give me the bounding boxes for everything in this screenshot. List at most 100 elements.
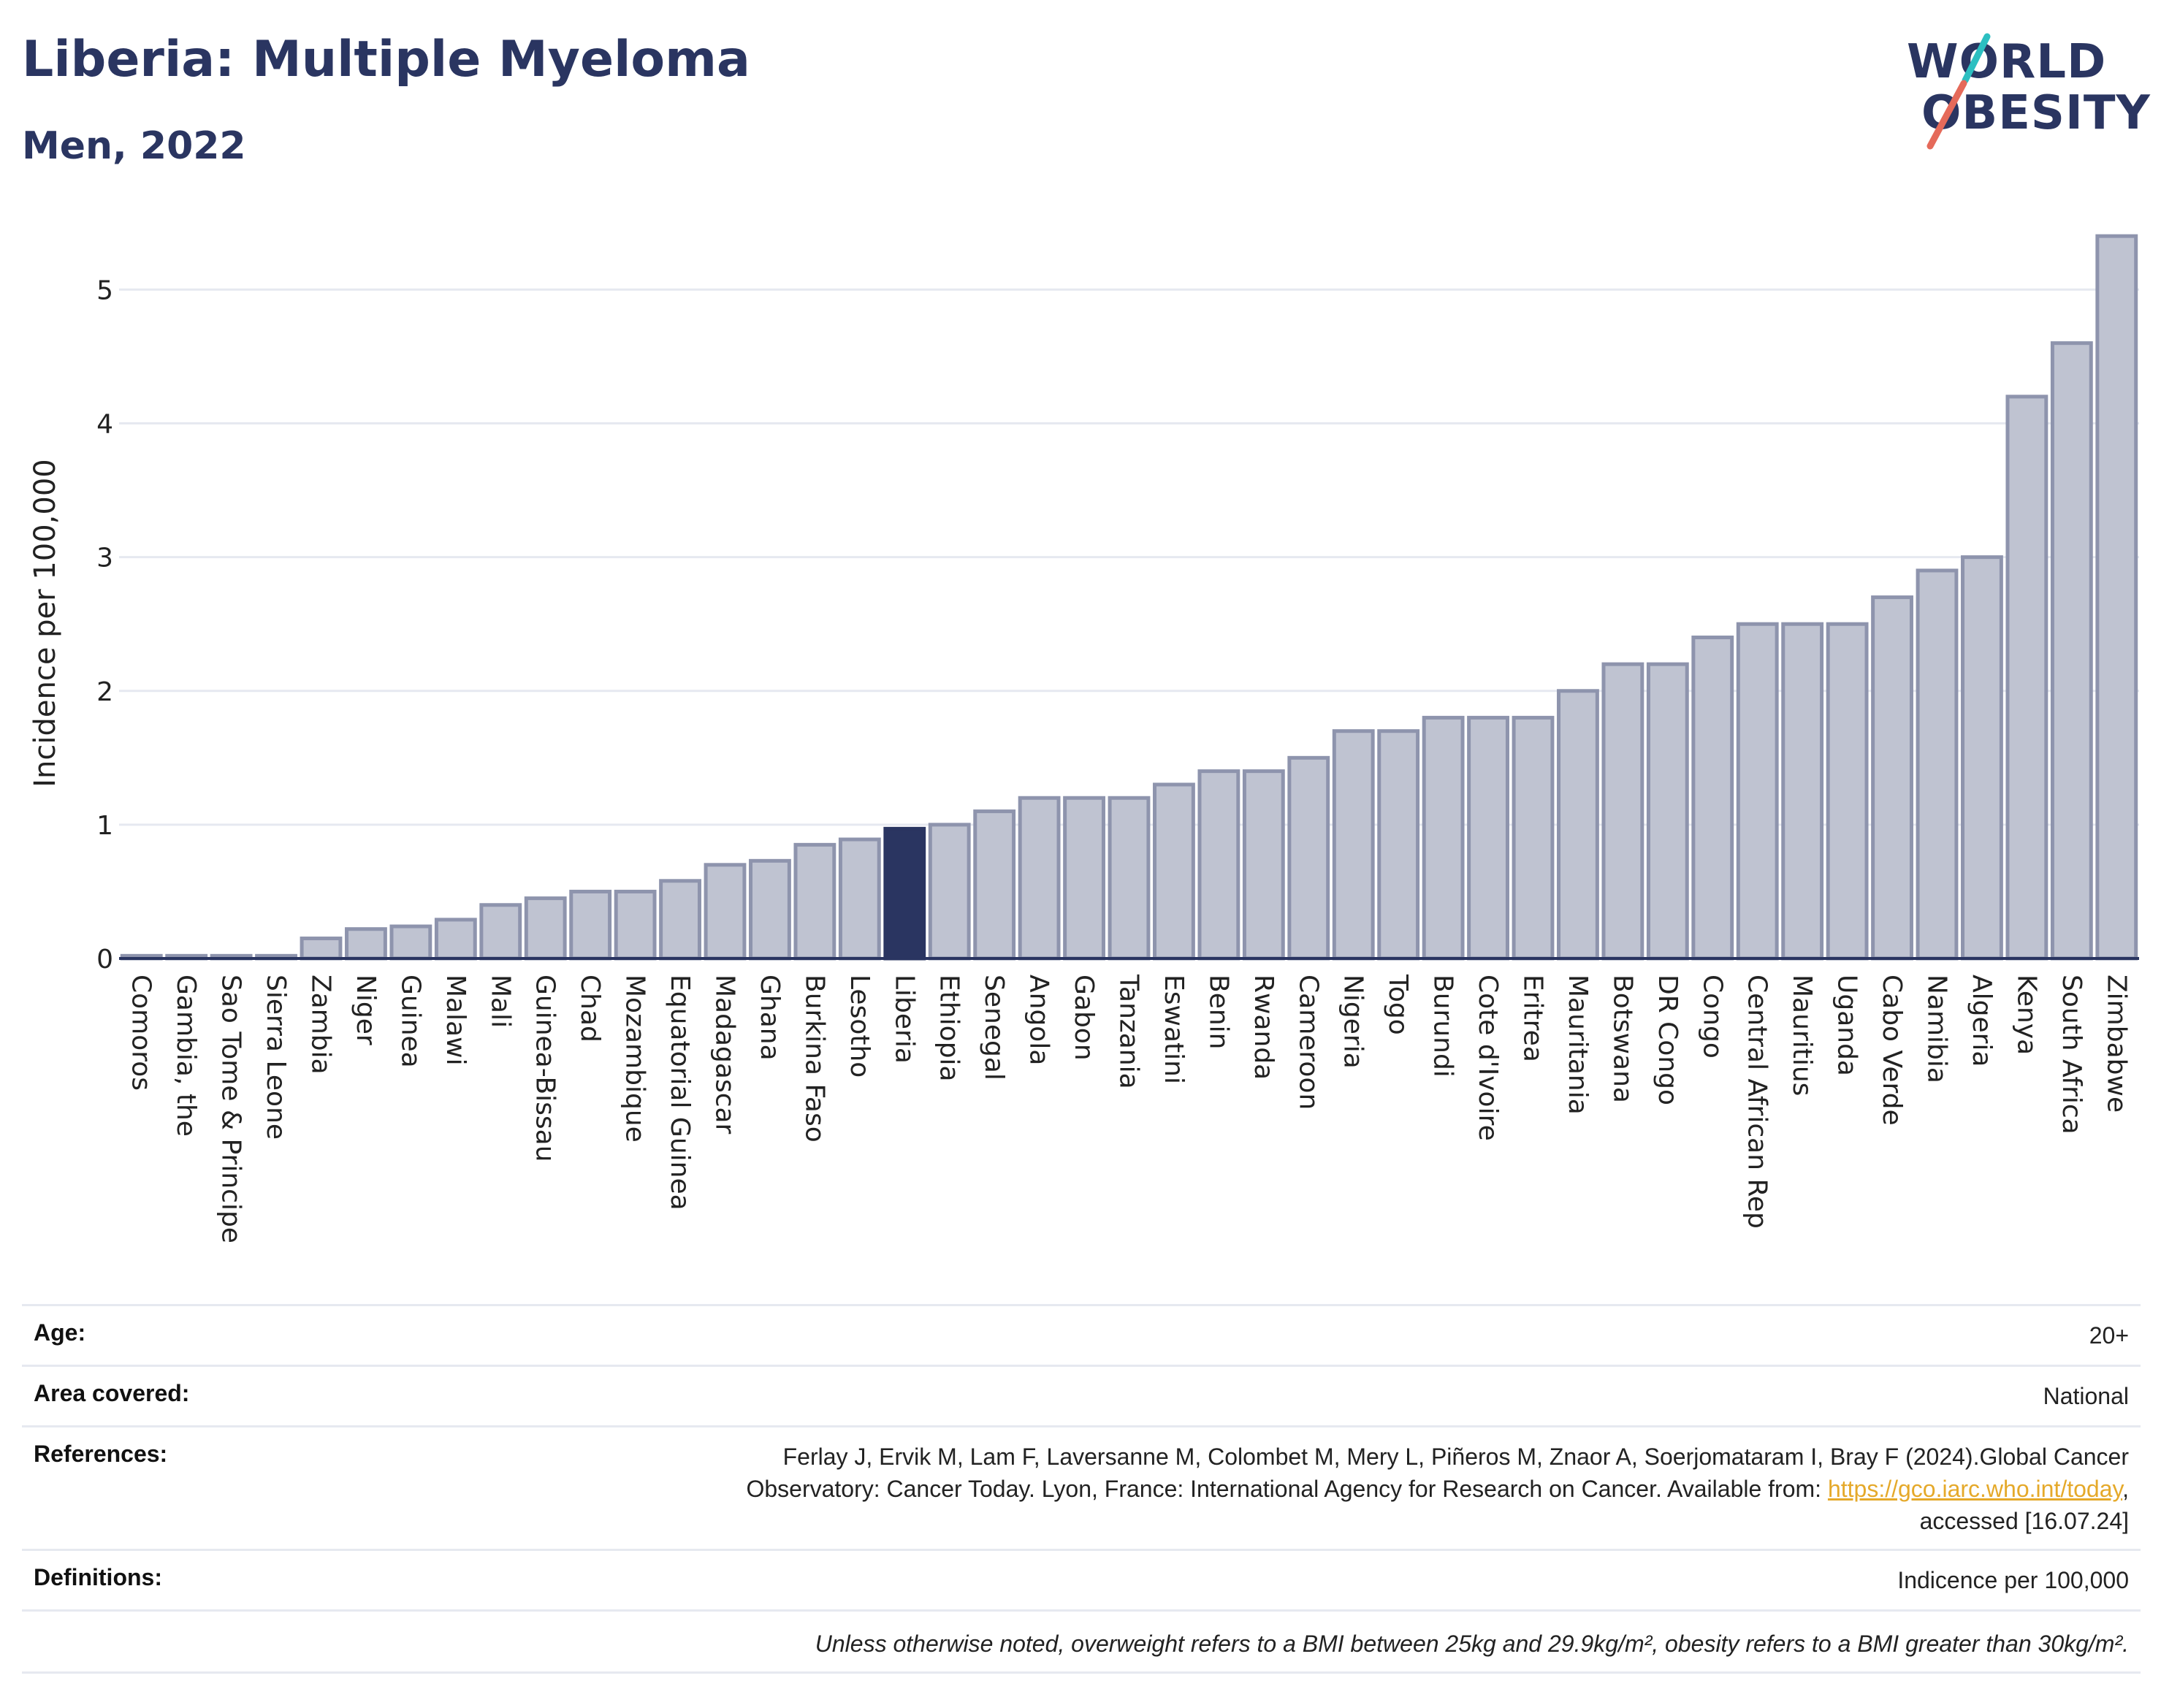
bar-equatorial-guinea xyxy=(659,879,701,961)
x-tick-label-equatorial-guinea: Equatorial Guinea xyxy=(665,975,695,1211)
x-tick-label-uganda: Uganda xyxy=(1832,975,1862,1076)
x-tick-label-ghana: Ghana xyxy=(755,975,785,1061)
x-tick-label-mozambique: Mozambique xyxy=(620,975,650,1143)
x-tick-label-cote-d-ivoire: Cote d'Ivoire xyxy=(1473,975,1503,1141)
x-tick-label-togo: Togo xyxy=(1383,974,1413,1035)
x-tick-label-mauritania: Mauritania xyxy=(1563,975,1593,1115)
x-tick-label-zambia: Zambia xyxy=(306,975,336,1075)
references-line-2-text: Observatory: Cancer Today. Lyon, France:… xyxy=(746,1476,1828,1502)
bar-mozambique xyxy=(614,889,657,961)
x-tick-label-gambia-the: Gambia, the xyxy=(171,975,201,1137)
x-tick-label-sao-tome-principe: Sao Tome & Principe xyxy=(216,975,246,1243)
references-line-1: Ferlay J, Ervik M, Lam F, Laversanne M, … xyxy=(782,1444,2129,1470)
bar-mauritius xyxy=(1781,622,1824,961)
bar-cameroon xyxy=(1287,755,1330,961)
bar-mali xyxy=(479,903,522,961)
bar-togo xyxy=(1377,729,1420,961)
references-line-2: Observatory: Cancer Today. Lyon, France:… xyxy=(22,1473,2129,1505)
bar-dr-congo xyxy=(1646,662,1689,961)
x-tick-label-senegal: Senegal xyxy=(979,975,1009,1080)
x-tick-label-madagascar: Madagascar xyxy=(710,975,740,1135)
x-tick-label-mali: Mali xyxy=(485,975,515,1028)
x-tick-label-ethiopia: Ethiopia xyxy=(934,975,964,1082)
bar-burundi xyxy=(1422,715,1465,961)
y-tick-label-4: 4 xyxy=(96,410,113,440)
bar-madagascar xyxy=(704,863,747,961)
x-tick-label-malawi: Malawi xyxy=(441,975,470,1066)
x-tick-label-cameroon: Cameroon xyxy=(1293,975,1323,1110)
x-tick-label-mauritius: Mauritius xyxy=(1787,975,1817,1096)
references-line-3: accessed [16.07.24] xyxy=(1919,1508,2129,1534)
world-obesity-logo: WORLD OBESITY xyxy=(1907,29,2150,153)
y-tick-label-3: 3 xyxy=(96,544,113,573)
x-tick-label-rwanda: Rwanda xyxy=(1249,975,1278,1080)
bar-gabon xyxy=(1063,796,1105,961)
x-tick-label-zimbabwe: Zimbabwe xyxy=(2101,975,2131,1113)
x-tick-label-sierra-leone: Sierra Leone xyxy=(261,975,291,1140)
x-tick-label-congo: Congo xyxy=(1697,975,1727,1059)
area-label: Area covered: xyxy=(34,1380,190,1406)
bar-angola xyxy=(1018,796,1061,961)
bar-cote-d-ivoire xyxy=(1467,715,1509,961)
references-label: References: xyxy=(34,1441,168,1467)
page-title: Liberia: Multiple Myeloma xyxy=(22,31,750,88)
bar-tanzania xyxy=(1108,796,1151,961)
x-tick-label-gabon: Gabon xyxy=(1069,975,1099,1061)
info-row-age: Age: 20+ xyxy=(22,1304,2141,1365)
bar-south-africa xyxy=(2050,341,2093,961)
x-tick-label-south-africa: South Africa xyxy=(2057,975,2086,1135)
bar-zambia xyxy=(300,937,343,961)
x-tick-label-namibia: Namibia xyxy=(1922,975,1952,1083)
logo-slash-icon xyxy=(1926,33,1991,150)
x-tick-label-eritrea: Eritrea xyxy=(1518,975,1548,1062)
x-tick-label-central-african-rep: Central African Rep xyxy=(1742,975,1772,1229)
bar-kenya xyxy=(2005,394,2048,961)
info-row-area: Area covered: National xyxy=(22,1365,2141,1425)
x-tick-label-angola: Angola xyxy=(1024,975,1054,1065)
definitions-label: Definitions: xyxy=(34,1564,162,1590)
references-link[interactable]: https://gco.iarc.who.int/today xyxy=(1827,1476,2123,1502)
bar-chad xyxy=(569,889,612,961)
bar-algeria xyxy=(1961,555,2003,961)
y-tick-label-2: 2 xyxy=(96,677,113,707)
info-row-definitions: Definitions: Indicence per 100,000 xyxy=(22,1549,2141,1609)
bar-mauritania xyxy=(1557,689,1599,961)
x-tick-label-guinea: Guinea xyxy=(395,975,425,1068)
logo-word-1: WORLD xyxy=(1907,35,2107,89)
x-tick-label-cabo-verde: Cabo Verde xyxy=(1877,975,1907,1126)
info-row-references: References: Ferlay J, Ervik M, Lam F, La… xyxy=(22,1425,2141,1549)
bar-niger xyxy=(345,927,387,961)
bar-uganda xyxy=(1826,622,1869,961)
bar-guinea xyxy=(389,924,432,961)
references-line-2-end: , xyxy=(2122,1476,2129,1502)
x-tick-label-algeria: Algeria xyxy=(1967,975,1997,1067)
page-subtitle: Men, 2022 xyxy=(22,124,246,168)
bar-chart: 0 1 2 3 4 5 Incidence per 100,000 Comoros Gambia… xyxy=(28,234,2139,1243)
bar-namibia xyxy=(1916,568,1959,961)
x-tick-label-tanzania: Tanzania xyxy=(1114,974,1144,1089)
x-tick-label-kenya: Kenya xyxy=(2011,975,2041,1055)
bar-zimbabwe xyxy=(2095,234,2138,961)
bar-guinea-bissau xyxy=(524,896,567,961)
bar-liberia xyxy=(883,826,926,961)
age-value: 20+ xyxy=(2089,1322,2129,1349)
x-tick-label-niger: Niger xyxy=(351,975,381,1045)
definitions-value: Indicence per 100,000 xyxy=(1897,1567,2129,1593)
x-tick-label-lesotho: Lesotho xyxy=(845,975,874,1078)
bar-senegal xyxy=(973,809,1016,961)
x-tick-label-burundi: Burundi xyxy=(1428,975,1458,1078)
bmi-note: Unless otherwise noted, overweight refer… xyxy=(815,1631,2129,1657)
bar-malawi xyxy=(434,918,477,961)
x-tick-label-nigeria: Nigeria xyxy=(1338,975,1368,1069)
bar-eritrea xyxy=(1512,715,1555,961)
x-tick-label-chad: Chad xyxy=(575,975,605,1042)
y-tick-label-0: 0 xyxy=(96,945,113,975)
y-axis-title: Incidence per 100,000 xyxy=(28,459,62,788)
y-tick-label-1: 1 xyxy=(96,811,113,841)
bar-lesotho xyxy=(838,837,881,961)
area-value: National xyxy=(2043,1383,2129,1409)
y-tick-label-5: 5 xyxy=(96,275,113,305)
references-value: Ferlay J, Ervik M, Lam F, Laversanne M, … xyxy=(22,1427,2141,1537)
age-label: Age: xyxy=(34,1319,86,1346)
bar-central-african-rep xyxy=(1736,622,1779,961)
